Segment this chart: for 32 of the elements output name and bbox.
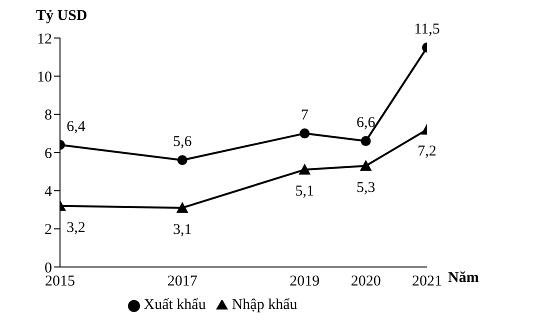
- x-axis-title: Năm: [448, 270, 479, 287]
- data-label: 6,6: [356, 115, 376, 132]
- data-label: 7: [300, 107, 309, 124]
- point: [300, 128, 310, 138]
- y-tick-label: 6: [44, 146, 52, 162]
- y-tick-label: 8: [44, 108, 52, 124]
- data-label: 5,6: [172, 134, 192, 150]
- data-label: 11,5: [414, 22, 440, 38]
- data-label: 3,1: [172, 222, 192, 238]
- y-tick-label: 10: [37, 69, 52, 86]
- x-tick-label: 2019: [290, 274, 320, 290]
- x-tick-label: 2020: [350, 274, 381, 290]
- y-tick-label: 0: [44, 260, 52, 276]
- y-tick-label: 12: [37, 31, 52, 48]
- point: [176, 202, 188, 213]
- x-tick-label: 2017: [167, 274, 198, 290]
- point: [360, 136, 371, 146]
- point: [360, 160, 372, 171]
- data-label: 7,2: [418, 144, 436, 160]
- data-label: 5,1: [295, 184, 314, 200]
- legend-label: Nhập khẩu: [232, 297, 298, 313]
- data-label: 6,4: [66, 118, 86, 135]
- point: [298, 164, 311, 175]
- data-label: 3,2: [66, 220, 86, 236]
- legend-label: Xuất khẩu: [144, 297, 206, 313]
- y-tick-label: 2: [44, 222, 52, 238]
- y-tick-label: 4: [44, 184, 52, 200]
- x-tick-label: 2015: [45, 274, 75, 290]
- x-tick-label: 2021: [412, 274, 442, 290]
- point: [177, 155, 188, 166]
- y-axis-title: Tỷ USD: [36, 8, 88, 25]
- data-label: 5,3: [356, 180, 376, 196]
